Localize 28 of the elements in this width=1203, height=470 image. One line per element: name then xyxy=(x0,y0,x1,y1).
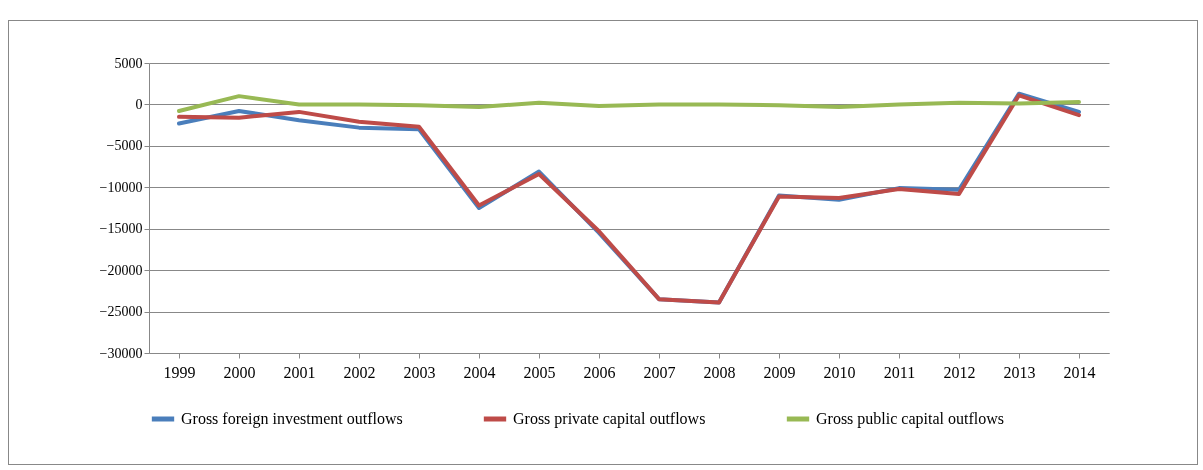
legend-label: Gross foreign investment outflows xyxy=(181,410,403,428)
y-tick-label: −5000 xyxy=(106,138,143,154)
x-tick-label: 2004 xyxy=(463,363,496,381)
x-tick-label: 2001 xyxy=(283,363,316,381)
x-tick-label: 2014 xyxy=(1063,363,1096,381)
x-tick-label: 2009 xyxy=(763,363,796,381)
x-tick-label: 2010 xyxy=(823,363,856,381)
x-tick-label: 2002 xyxy=(343,363,376,381)
x-tick-label: 2000 xyxy=(223,363,256,381)
x-tick-label: 2006 xyxy=(583,363,616,381)
line-series xyxy=(177,94,1081,114)
legend-label: Gross public capital outflows xyxy=(816,410,1004,428)
legend-label: Gross private capital outflows xyxy=(513,410,706,428)
x-tick-label: 2008 xyxy=(703,363,736,381)
x-tick-label: 2012 xyxy=(943,363,976,381)
y-tick-label: 0 xyxy=(135,96,143,112)
x-tick-label: 2003 xyxy=(403,363,436,381)
y-tick-label: −20000 xyxy=(99,262,143,278)
y-tick-label: −30000 xyxy=(99,345,143,361)
x-tick-label: 2005 xyxy=(523,363,556,381)
y-tick-label: −10000 xyxy=(99,179,143,195)
x-tick-label: 2011 xyxy=(883,363,916,381)
x-tick-label: 2013 xyxy=(1003,363,1036,381)
x-tick-label: 1999 xyxy=(163,363,196,381)
x-tick-label: 2007 xyxy=(643,363,676,381)
y-tick-label: −25000 xyxy=(99,304,143,320)
y-tick-label: −15000 xyxy=(99,221,143,237)
y-tick-label: 5000 xyxy=(114,55,143,71)
